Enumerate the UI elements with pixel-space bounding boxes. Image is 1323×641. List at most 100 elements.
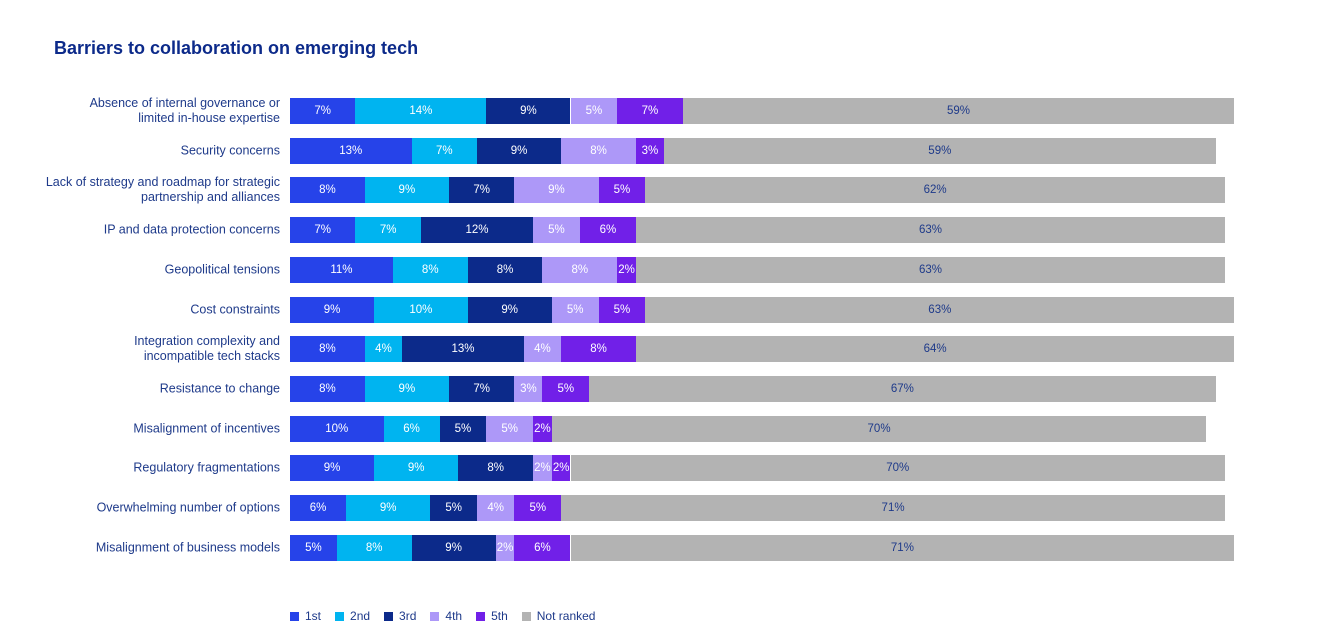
chart-title: Barriers to collaboration on emerging te… xyxy=(54,38,419,58)
bar-segment: 9% xyxy=(374,455,459,482)
row-label: Misalignment of incentives xyxy=(133,421,280,436)
data-label: 9% xyxy=(398,184,416,197)
data-label: 2% xyxy=(496,541,514,554)
bar-segment: 8% xyxy=(290,336,365,363)
data-label: 5% xyxy=(501,422,519,435)
bar-segment: 7% xyxy=(411,137,477,164)
bar-segment: 5% xyxy=(514,495,562,521)
bar-segment: 5% xyxy=(439,415,487,442)
bar-segment: 5% xyxy=(598,296,646,323)
data-label: 6% xyxy=(403,422,420,435)
data-label: 7% xyxy=(473,382,490,395)
data-label: 7% xyxy=(314,224,332,237)
data-label: 7% xyxy=(641,105,659,117)
data-label: 9% xyxy=(510,144,528,157)
row-label: IP and data protection concerns xyxy=(103,222,280,237)
data-label: 63% xyxy=(928,303,952,316)
data-label: 4% xyxy=(487,502,504,514)
data-label: 3% xyxy=(641,144,659,157)
bar-segment: 8% xyxy=(561,137,636,164)
data-label: 6% xyxy=(599,224,617,237)
data-label: 59% xyxy=(928,144,952,157)
data-label: 62% xyxy=(923,184,947,197)
bar-segment: 4% xyxy=(477,495,515,521)
legend-label: 1st xyxy=(305,609,322,623)
data-label: 8% xyxy=(319,382,336,395)
row-label: Geopolitical tensions xyxy=(164,262,280,277)
bar-segment: 5% xyxy=(430,495,477,521)
legend-swatch xyxy=(335,611,345,621)
bar-segment: 5% xyxy=(570,98,618,124)
data-label: 7% xyxy=(435,144,453,157)
legend-swatch xyxy=(521,611,531,621)
bar-segment: 9% xyxy=(364,177,449,204)
data-label: 8% xyxy=(487,462,504,475)
bar-segment: 5% xyxy=(551,296,599,323)
bar-segment: 6% xyxy=(514,534,571,561)
bar-segment: 4% xyxy=(364,336,403,363)
bar-segment: 5% xyxy=(598,177,646,204)
data-label: 64% xyxy=(923,343,947,356)
data-label: 8% xyxy=(590,144,607,157)
bar-segment: 9% xyxy=(467,296,552,323)
legend-item: 5th xyxy=(476,609,508,623)
data-label: 9% xyxy=(501,303,519,316)
data-label: 11% xyxy=(330,263,353,276)
bar-segment: 63% xyxy=(635,217,1225,244)
bar-segment: 8% xyxy=(290,375,365,402)
legend-label: 5th xyxy=(491,609,508,623)
bar-segment: 12% xyxy=(420,217,534,244)
bar-segment: 13% xyxy=(290,137,412,164)
data-label: 6% xyxy=(534,541,551,554)
data-label: 67% xyxy=(890,382,914,395)
row-label: Resistance to change xyxy=(159,381,280,396)
data-label: 13% xyxy=(451,343,475,356)
legend-swatch xyxy=(476,611,486,621)
data-label: 7% xyxy=(473,184,490,197)
data-label: 12% xyxy=(465,224,489,237)
row-label: Absence of internal governance or limited… xyxy=(89,96,280,125)
bar-segment: 9% xyxy=(514,177,599,204)
bar-segment: 8% xyxy=(458,455,534,482)
data-label: 7% xyxy=(379,224,397,237)
data-label: 63% xyxy=(918,263,942,276)
data-label: 7% xyxy=(314,105,332,117)
bar-segment: 9% xyxy=(364,375,449,402)
row-label: Cost constraints xyxy=(190,302,280,316)
bar-segment: 7% xyxy=(617,98,683,124)
data-label: 5% xyxy=(454,422,472,435)
data-label: 8% xyxy=(319,343,336,356)
bar-segment: 8% xyxy=(392,256,468,283)
bar-segment: 10% xyxy=(374,296,468,323)
data-label: 71% xyxy=(881,502,905,514)
data-label: 10% xyxy=(409,303,433,316)
data-label: 2% xyxy=(534,462,551,475)
data-label: 5% xyxy=(529,502,547,514)
legend-item: 3rd xyxy=(384,609,416,623)
bar-segment: 10% xyxy=(290,415,384,442)
data-label: 9% xyxy=(407,462,425,475)
bar-segment: 64% xyxy=(635,336,1235,363)
legend-item: 4th xyxy=(430,609,462,623)
bar-segment: 8% xyxy=(542,256,618,283)
data-label: 9% xyxy=(379,502,397,514)
legend-label: 4th xyxy=(445,609,463,623)
data-label: 9% xyxy=(520,105,537,117)
bar-segment: 8% xyxy=(561,336,636,363)
bar-segment: 3% xyxy=(514,375,543,402)
bar-segment: 63% xyxy=(645,296,1235,323)
legend-swatch xyxy=(290,611,299,621)
bar-segment: 4% xyxy=(523,336,562,363)
bar-segment: 9% xyxy=(290,296,375,323)
data-label: 5% xyxy=(566,303,584,316)
bar-segment: 9% xyxy=(346,495,431,521)
bar-segment: 70% xyxy=(551,415,1207,442)
bar-segment: 59% xyxy=(664,137,1216,164)
data-label: 9% xyxy=(445,541,462,554)
bar-segment: 5% xyxy=(486,415,534,442)
legend-item: 1st xyxy=(290,609,321,623)
data-label: 4% xyxy=(375,343,392,356)
bar-segment: 7% xyxy=(448,375,515,402)
bar-segment: 6% xyxy=(383,415,440,442)
row-label: Regulatory fragmentations xyxy=(133,460,280,475)
